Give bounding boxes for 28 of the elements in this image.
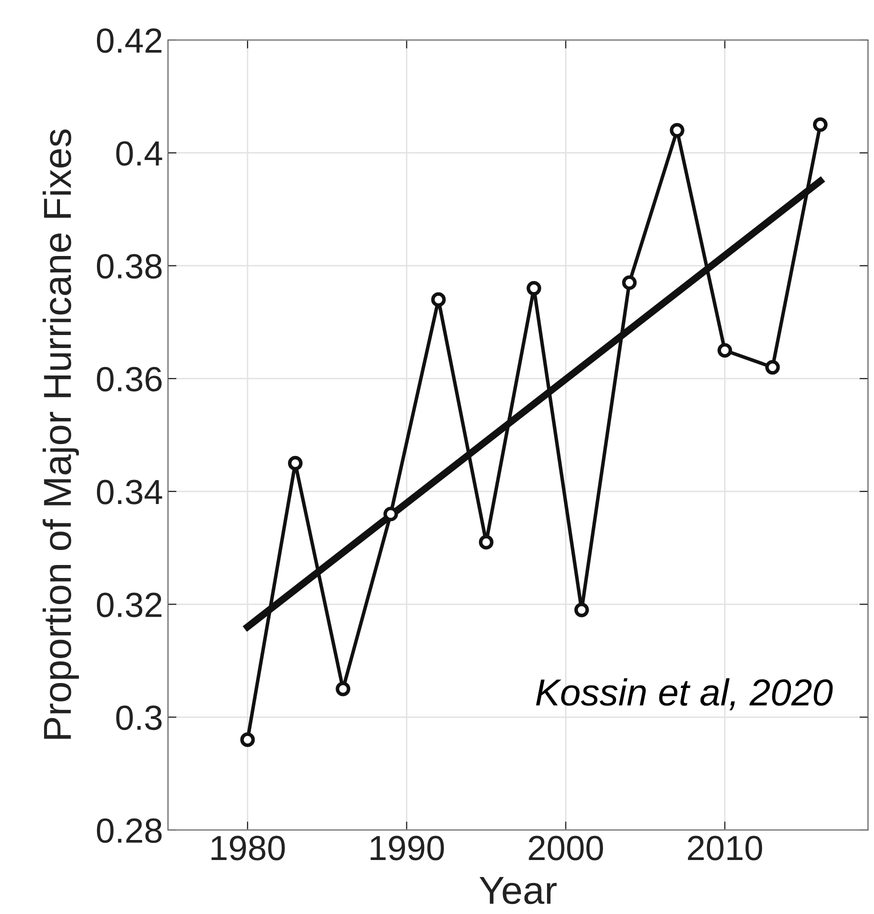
point [622, 275, 637, 290]
y-tick-label: 0.38 [96, 254, 162, 279]
point [478, 534, 494, 550]
point [718, 343, 732, 358]
y-tick-label: 0.3 [116, 705, 162, 730]
y-axis-title: Proportion of Major Hurricane Fixes [42, 129, 79, 739]
point [240, 732, 255, 748]
point [431, 292, 446, 307]
point [526, 280, 542, 296]
point [765, 360, 780, 375]
x-axis-title: Year [480, 876, 557, 904]
point [336, 682, 350, 696]
y-tick-label: 0.28 [96, 818, 162, 843]
y-tick-label: 0.36 [96, 366, 162, 392]
y-tick-label: 0.34 [96, 480, 162, 504]
point [574, 602, 589, 618]
y-tick-label: 0.32 [96, 592, 162, 618]
x-tick-label: 2010 [688, 836, 762, 860]
x-tick-label: 1990 [370, 836, 444, 860]
point [812, 117, 828, 132]
point [383, 506, 398, 522]
point [288, 456, 303, 471]
point [670, 122, 684, 138]
y-tick-label: 0.4 [116, 141, 162, 166]
annotation: Kossin et al, 2020 [536, 678, 833, 710]
x-tick-label: 1980 [212, 836, 285, 860]
x-tick-label: 2000 [528, 836, 603, 860]
y-tick-label: 0.42 [96, 28, 162, 53]
